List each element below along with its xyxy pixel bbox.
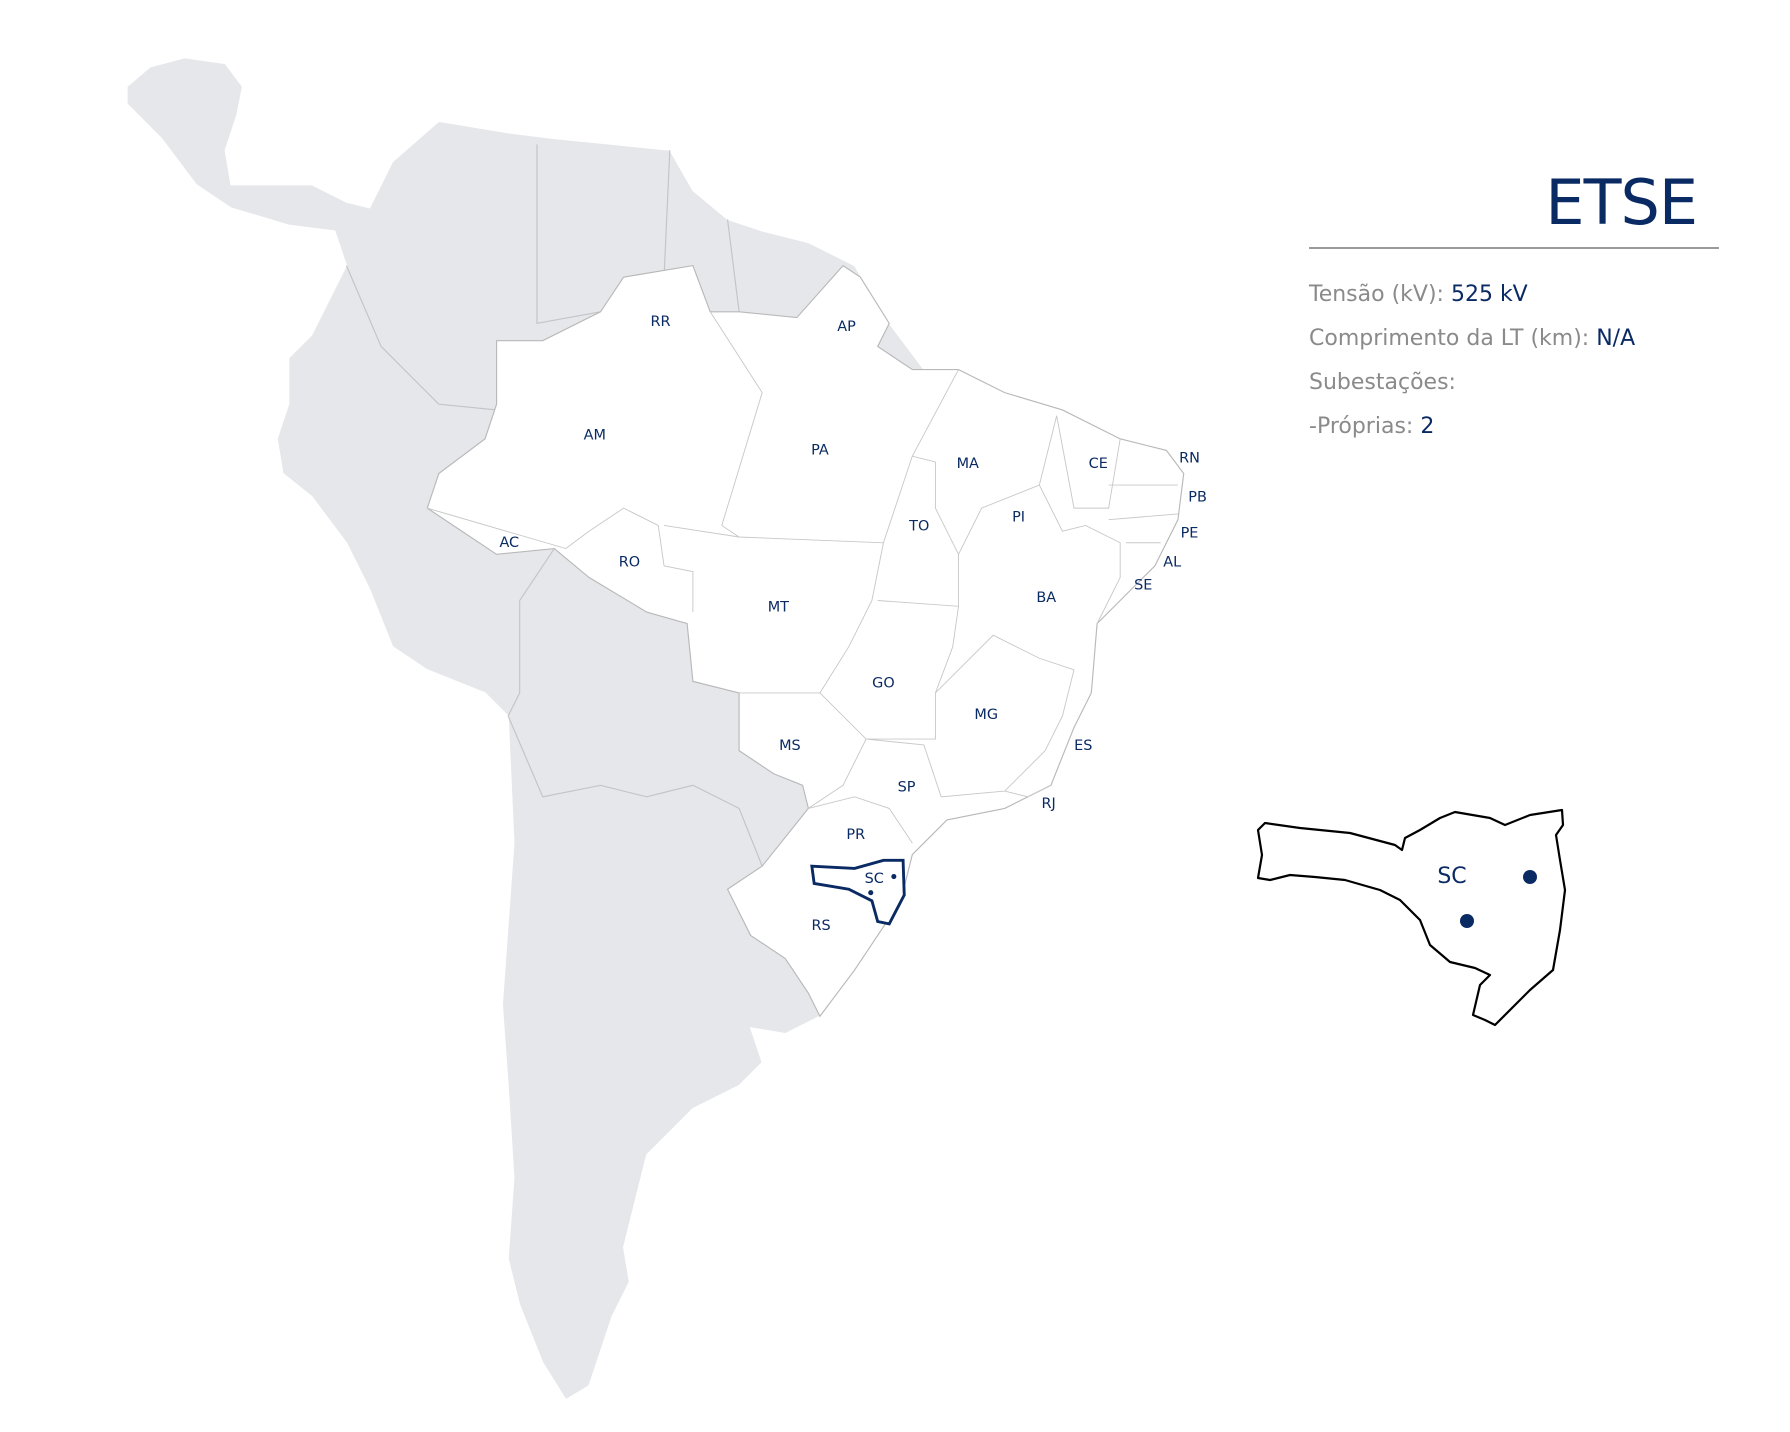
state-label-ro: RO: [619, 554, 640, 570]
comprimento-row: Comprimento da LT (km): N/A: [1309, 326, 1635, 351]
state-label-mg: MG: [974, 707, 998, 723]
state-label-ms: MS: [779, 738, 801, 754]
state-label-rj: RJ: [1041, 796, 1055, 812]
state-label-al: AL: [1163, 554, 1181, 570]
state-label-se: SE: [1134, 578, 1152, 594]
comprimento-value: N/A: [1596, 326, 1636, 351]
state-label-es: ES: [1074, 738, 1092, 754]
proprias-label: -Próprias:: [1309, 414, 1414, 439]
state-label-rr: RR: [651, 314, 671, 330]
title-divider: [1309, 247, 1719, 249]
tensao-row: Tensão (kV): 525 kV: [1309, 282, 1528, 307]
state-label-pb: PB: [1188, 490, 1207, 506]
tensao-value: 525 kV: [1450, 282, 1528, 307]
page-title: ETSE: [1545, 166, 1698, 239]
substation-marker: [868, 890, 874, 896]
state-label-ce: CE: [1089, 456, 1108, 472]
proprias-row: -Próprias: 2: [1309, 414, 1434, 439]
state-label-ap: AP: [837, 319, 856, 335]
state-label-pa: PA: [811, 442, 829, 458]
state-borders: [427, 311, 1178, 844]
state-label-rs: RS: [811, 918, 830, 934]
state-labels: RR AP AM PA MA CE RN PB PE AL SE PI TO A…: [499, 314, 1206, 934]
country-borders: [345, 144, 763, 867]
state-label-go: GO: [872, 676, 895, 692]
state-label-pi: PI: [1012, 509, 1025, 525]
comprimento-label: Comprimento da LT (km):: [1309, 326, 1590, 351]
state-sc-highlight: [810, 858, 906, 926]
state-label-pr: PR: [846, 827, 865, 843]
state-label-rn: RN: [1179, 450, 1200, 466]
tensao-label: Tensão (kV):: [1309, 282, 1444, 307]
state-label-to: TO: [908, 519, 929, 535]
state-label-sp: SP: [898, 780, 916, 796]
subestacoes-row: Subestações:: [1309, 370, 1456, 395]
state-label-pe: PE: [1181, 526, 1199, 542]
state-label-ba: BA: [1036, 590, 1056, 606]
state-label-sc: SC: [865, 871, 884, 887]
state-label-mt: MT: [768, 599, 789, 615]
substation-marker: [891, 873, 897, 880]
subestacoes-label: Subestações:: [1309, 370, 1456, 395]
state-label-ac: AC: [499, 535, 519, 551]
state-label-ma: MA: [957, 456, 979, 472]
brazil: [426, 264, 1185, 1018]
proprias-value: 2: [1420, 414, 1435, 439]
state-label-am: AM: [584, 427, 606, 443]
